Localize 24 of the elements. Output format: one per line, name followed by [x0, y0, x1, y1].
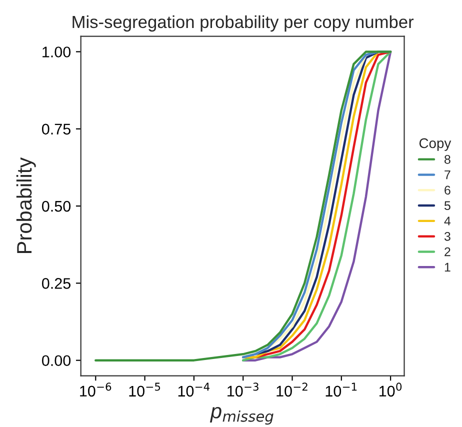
x-tick-label: 10$^{−6}$ [80, 382, 112, 397]
y-tick-label: 0.75 [42, 124, 70, 135]
legend-label: 7 [444, 170, 450, 180]
legend-label: 6 [444, 186, 450, 195]
legend-title: Copy [419, 138, 452, 151]
legend-label: 2 [444, 247, 450, 256]
legend-label: 5 [444, 201, 450, 210]
legend-label: 1 [444, 262, 450, 272]
y-tick-label: 1.00 [42, 46, 71, 58]
x-tick-label: 10$^{0}$ [379, 382, 402, 397]
x-tick-label: 10$^{−1}$ [326, 382, 357, 397]
legend-label: 3 [444, 232, 450, 241]
y-tick-label: 0.00 [42, 355, 71, 366]
x-tick-label: 10$^{−2}$ [276, 382, 308, 397]
y-axis-title: Probability [16, 157, 36, 253]
y-tick-label: 0.50 [42, 200, 71, 212]
legend-label: 4 [444, 216, 451, 226]
x-tick-label: 10$^{−5}$ [129, 382, 160, 397]
x-axis-title: p$_{misseg}$ [210, 406, 274, 425]
chart-title: Mis-segregation probability per copy number [72, 15, 414, 32]
y-tick-label: 0.25 [42, 278, 70, 289]
x-tick-label: 10$^{−3}$ [228, 382, 258, 397]
legend-label: 8 [444, 154, 450, 164]
x-tick-label: 10$^{−4}$ [178, 382, 210, 397]
